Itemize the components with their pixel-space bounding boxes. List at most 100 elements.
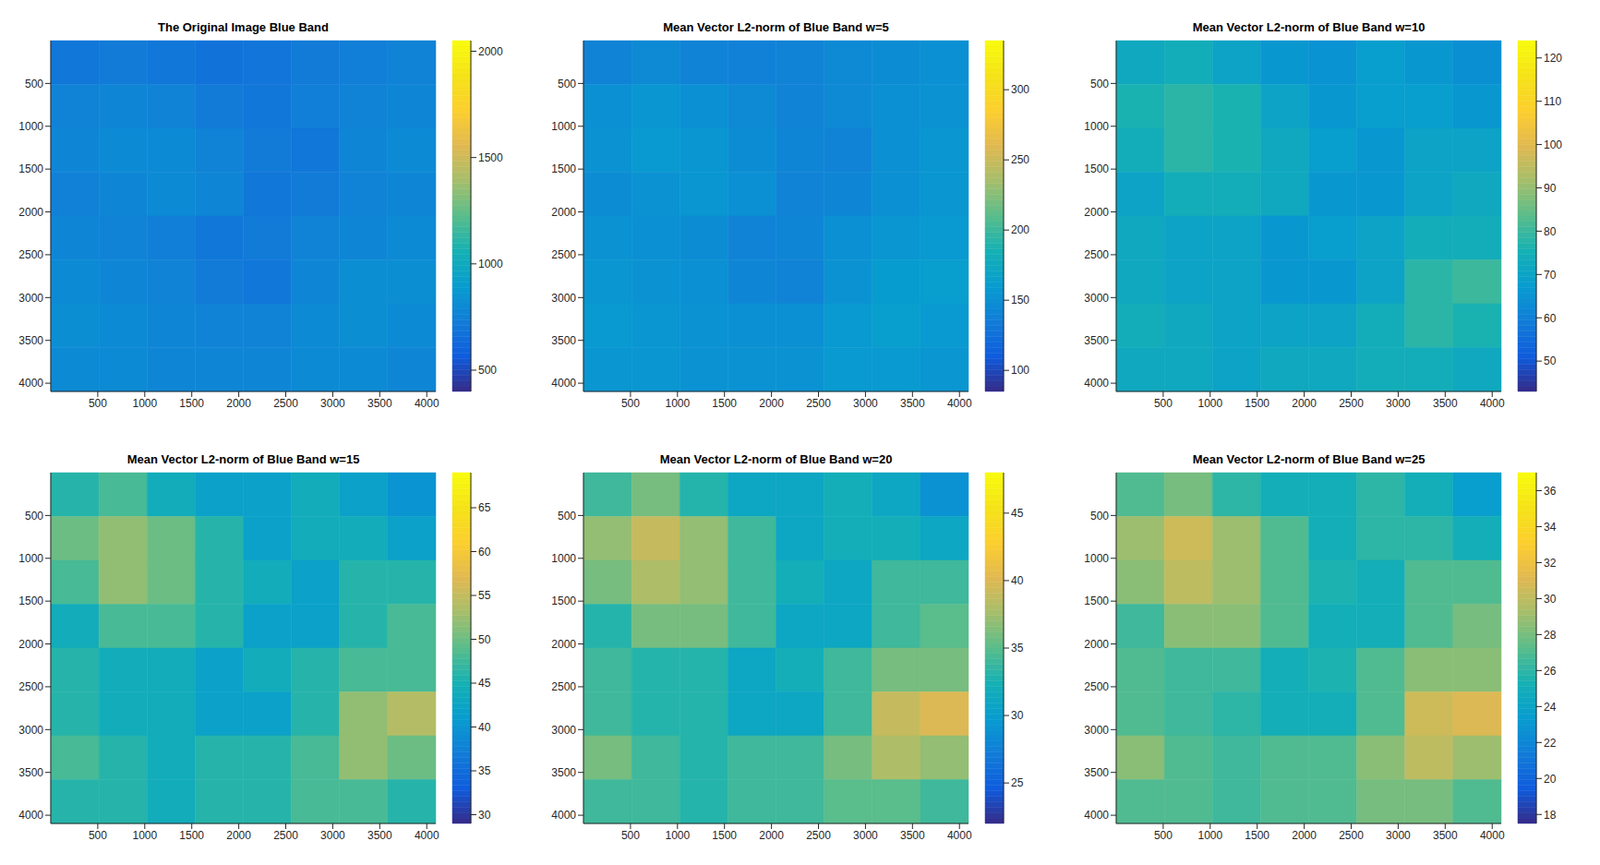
svg-text:500: 500	[1154, 396, 1173, 410]
svg-text:1000: 1000	[551, 552, 577, 566]
svg-text:4000: 4000	[18, 808, 44, 822]
svg-text:3500: 3500	[1083, 334, 1109, 348]
svg-text:1000: 1000	[478, 257, 504, 271]
svg-text:90: 90	[1543, 181, 1557, 195]
svg-text:500: 500	[1090, 77, 1109, 91]
svg-text:1500: 1500	[179, 396, 205, 410]
svg-text:50: 50	[478, 633, 492, 647]
svg-text:2500: 2500	[1338, 396, 1364, 410]
svg-text:2000: 2000	[1291, 829, 1317, 843]
svg-text:1500: 1500	[551, 162, 577, 176]
svg-text:2500: 2500	[18, 248, 44, 262]
svg-text:32: 32	[1543, 556, 1557, 570]
svg-text:3000: 3000	[1083, 291, 1109, 305]
svg-text:25: 25	[1010, 776, 1024, 790]
svg-text:2000: 2000	[1291, 396, 1317, 410]
svg-text:3500: 3500	[367, 829, 393, 843]
svg-text:500: 500	[24, 77, 44, 91]
svg-text:3000: 3000	[18, 723, 44, 737]
svg-text:1000: 1000	[1083, 552, 1109, 566]
svg-text:1500: 1500	[18, 162, 44, 176]
svg-text:3000: 3000	[320, 829, 346, 843]
svg-text:2500: 2500	[273, 829, 299, 843]
svg-text:2500: 2500	[551, 248, 577, 262]
svg-text:24: 24	[1543, 700, 1557, 714]
svg-text:2500: 2500	[273, 396, 299, 410]
svg-text:1000: 1000	[664, 396, 690, 410]
svg-text:3500: 3500	[900, 396, 926, 410]
svg-text:4000: 4000	[414, 829, 440, 843]
svg-text:500: 500	[557, 509, 577, 523]
svg-text:1500: 1500	[478, 151, 504, 165]
svg-text:3000: 3000	[1385, 396, 1411, 410]
svg-text:18: 18	[1543, 808, 1557, 822]
svg-text:35: 35	[478, 764, 492, 778]
svg-text:2000: 2000	[18, 637, 44, 651]
svg-text:45: 45	[1010, 506, 1024, 520]
svg-text:100: 100	[1543, 138, 1563, 152]
svg-text:3000: 3000	[18, 291, 44, 305]
svg-text:4000: 4000	[1083, 376, 1109, 390]
svg-text:250: 250	[1010, 153, 1030, 167]
svg-text:3500: 3500	[18, 334, 44, 348]
svg-text:200: 200	[1010, 223, 1030, 237]
svg-text:1500: 1500	[18, 594, 44, 608]
svg-text:2000: 2000	[478, 45, 504, 59]
svg-text:2000: 2000	[1083, 637, 1109, 651]
svg-text:3000: 3000	[551, 723, 577, 737]
svg-text:500: 500	[557, 77, 577, 91]
svg-text:2000: 2000	[226, 829, 252, 843]
svg-text:3000: 3000	[551, 291, 577, 305]
svg-text:1500: 1500	[1244, 396, 1270, 410]
svg-text:500: 500	[478, 363, 497, 377]
svg-text:3500: 3500	[1432, 829, 1458, 843]
svg-text:45: 45	[478, 676, 492, 690]
svg-text:120: 120	[1543, 51, 1563, 65]
svg-text:500: 500	[1090, 509, 1109, 523]
svg-text:2500: 2500	[18, 680, 44, 694]
svg-text:4000: 4000	[1479, 829, 1505, 843]
svg-text:1000: 1000	[132, 829, 157, 843]
svg-text:3500: 3500	[367, 396, 393, 410]
svg-text:500: 500	[1154, 829, 1173, 843]
svg-text:2500: 2500	[806, 829, 831, 843]
svg-text:1000: 1000	[1083, 120, 1109, 133]
svg-text:500: 500	[621, 829, 640, 843]
svg-text:20: 20	[1543, 772, 1557, 786]
svg-text:3000: 3000	[1385, 829, 1411, 843]
svg-text:50: 50	[1543, 354, 1557, 368]
svg-text:1500: 1500	[711, 829, 737, 843]
svg-text:4000: 4000	[947, 829, 973, 843]
svg-text:1000: 1000	[132, 396, 157, 410]
svg-text:1000: 1000	[551, 120, 577, 133]
svg-text:4000: 4000	[551, 808, 577, 822]
svg-text:2000: 2000	[18, 205, 44, 219]
svg-text:30: 30	[1010, 709, 1024, 722]
svg-text:500: 500	[24, 509, 44, 523]
svg-text:2500: 2500	[1083, 680, 1109, 694]
svg-text:70: 70	[1543, 268, 1557, 282]
svg-text:1000: 1000	[18, 552, 44, 566]
svg-text:1500: 1500	[179, 829, 205, 843]
svg-text:22: 22	[1543, 736, 1557, 750]
svg-text:4000: 4000	[1083, 808, 1109, 822]
svg-text:4000: 4000	[947, 396, 973, 410]
svg-text:3000: 3000	[320, 396, 346, 410]
svg-text:80: 80	[1543, 225, 1557, 239]
svg-text:26: 26	[1543, 664, 1557, 678]
svg-text:100: 100	[1010, 363, 1030, 377]
svg-text:300: 300	[1010, 83, 1030, 97]
svg-text:60: 60	[1543, 312, 1557, 325]
svg-text:36: 36	[1543, 484, 1557, 498]
svg-text:1000: 1000	[1197, 829, 1223, 843]
svg-text:3500: 3500	[551, 766, 577, 780]
svg-text:28: 28	[1543, 628, 1557, 642]
svg-text:4000: 4000	[414, 396, 440, 410]
svg-text:2500: 2500	[551, 680, 577, 694]
svg-text:2000: 2000	[551, 205, 577, 219]
svg-text:65: 65	[478, 501, 492, 515]
svg-text:1500: 1500	[1244, 829, 1270, 843]
svg-text:3500: 3500	[900, 829, 926, 843]
svg-text:4000: 4000	[18, 376, 44, 390]
svg-text:500: 500	[621, 396, 640, 410]
